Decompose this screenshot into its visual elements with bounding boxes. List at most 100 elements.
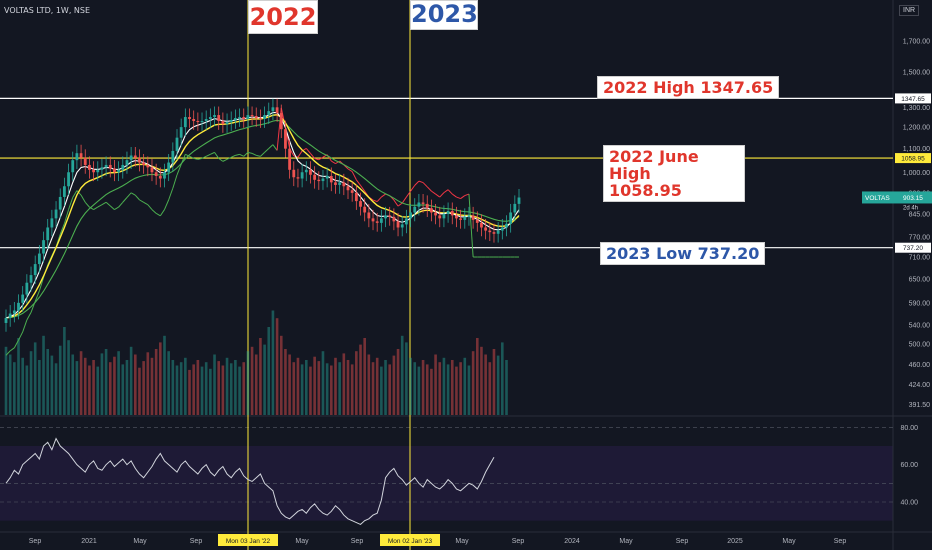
supertrend-segment xyxy=(147,204,153,210)
candle-body xyxy=(475,219,479,223)
supertrend-segment xyxy=(393,199,399,207)
candle-body xyxy=(246,115,250,120)
supertrend-segment xyxy=(347,168,353,172)
volume-bar xyxy=(63,327,66,415)
volume-bar xyxy=(442,357,446,415)
candle-body xyxy=(188,117,191,120)
rsi-tick-label: 80.00 xyxy=(900,425,918,432)
volume-bar xyxy=(129,346,133,415)
supertrend-segment xyxy=(126,192,132,198)
candle-body xyxy=(463,216,467,220)
volume-bar xyxy=(54,363,58,415)
candle-body xyxy=(117,169,121,173)
candle-body xyxy=(404,218,408,225)
volume-bar xyxy=(159,342,162,415)
price-tick-label: 1,100.00 xyxy=(903,146,930,153)
candle-body xyxy=(129,155,133,161)
volume-bar xyxy=(405,342,408,415)
year-2023-label: 2023 xyxy=(410,0,478,30)
volume-bar xyxy=(359,344,362,415)
supertrend-segment xyxy=(360,185,366,192)
supertrend-segment xyxy=(164,199,170,210)
volume-bar xyxy=(279,335,283,415)
supertrend-segment xyxy=(93,206,99,211)
volume-bar xyxy=(375,357,379,415)
last-price-symbol-tag xyxy=(862,191,932,204)
supertrend-segment xyxy=(201,155,207,159)
candle-body xyxy=(313,174,317,180)
candle-body xyxy=(267,111,271,116)
supertrend-segment xyxy=(84,201,90,208)
volume-bar xyxy=(138,367,141,415)
candle-body xyxy=(309,169,312,175)
supertrend-segment xyxy=(235,153,240,156)
volume-bar xyxy=(296,357,300,415)
candle-body xyxy=(446,211,450,214)
supertrend-segment xyxy=(231,154,236,158)
supertrend-segment xyxy=(59,223,65,235)
candle-body xyxy=(317,179,321,182)
supertrend-segment xyxy=(264,148,270,153)
volume-bar xyxy=(480,346,483,415)
volume-bar xyxy=(371,362,375,415)
volume-bar xyxy=(75,361,79,415)
volume-bar xyxy=(4,346,8,415)
candle-body xyxy=(354,192,358,202)
candle-body xyxy=(133,155,137,158)
volume-bar xyxy=(400,335,404,415)
candle-body xyxy=(284,129,287,149)
volume-bar xyxy=(275,318,279,415)
supertrend-segment xyxy=(68,197,74,210)
candle-body xyxy=(409,212,412,219)
volume-bar xyxy=(229,363,233,415)
supertrend-segment xyxy=(143,201,149,206)
volume-bar xyxy=(488,362,492,415)
volume-bar xyxy=(58,345,62,415)
volume-bar xyxy=(505,360,508,415)
candle-body xyxy=(125,160,129,165)
volume-bar xyxy=(363,338,366,415)
volume-bar xyxy=(71,354,75,415)
candle-body xyxy=(430,208,433,213)
volume-bar xyxy=(263,344,266,415)
candle-body xyxy=(250,115,254,117)
volume-bar xyxy=(380,366,383,415)
level-tag-label: 737.20 xyxy=(903,245,923,252)
volume-bar xyxy=(221,365,225,415)
volume-bar xyxy=(496,355,500,415)
volume-bar xyxy=(300,364,304,415)
supertrend-segment xyxy=(314,157,319,161)
level-tag xyxy=(895,93,931,104)
candle-body xyxy=(346,186,350,191)
supertrend-segment xyxy=(451,193,457,198)
candle-body xyxy=(158,175,162,179)
currency-badge[interactable]: INR xyxy=(899,5,920,16)
volume-bar xyxy=(392,355,396,415)
candle-body xyxy=(263,115,266,120)
volume-bar xyxy=(484,354,487,415)
supertrend-segment xyxy=(76,190,82,196)
volume-bar xyxy=(146,352,150,415)
supertrend-segment xyxy=(297,150,303,158)
candle-body xyxy=(29,275,33,283)
volume-bar xyxy=(192,364,195,415)
volume-bar xyxy=(17,338,20,415)
supertrend-segment xyxy=(439,192,445,198)
x-tick-label: Mon 03 Jan '22 xyxy=(226,538,271,545)
candle-body xyxy=(296,177,300,179)
candle-body xyxy=(292,169,296,178)
candle-body xyxy=(171,150,175,163)
price-tick-label: 1,200.00 xyxy=(903,125,930,132)
volume-bar xyxy=(450,360,454,415)
ema-slow-line xyxy=(5,119,520,319)
volume-bar xyxy=(271,310,275,415)
volume-bar xyxy=(196,360,200,415)
candle-body xyxy=(79,153,83,158)
supertrend-segment xyxy=(260,152,265,157)
volume-bar xyxy=(67,340,70,415)
volume-bar xyxy=(321,351,325,415)
candle-body xyxy=(350,190,354,193)
candle-body xyxy=(42,240,45,254)
candle-body xyxy=(338,182,342,185)
